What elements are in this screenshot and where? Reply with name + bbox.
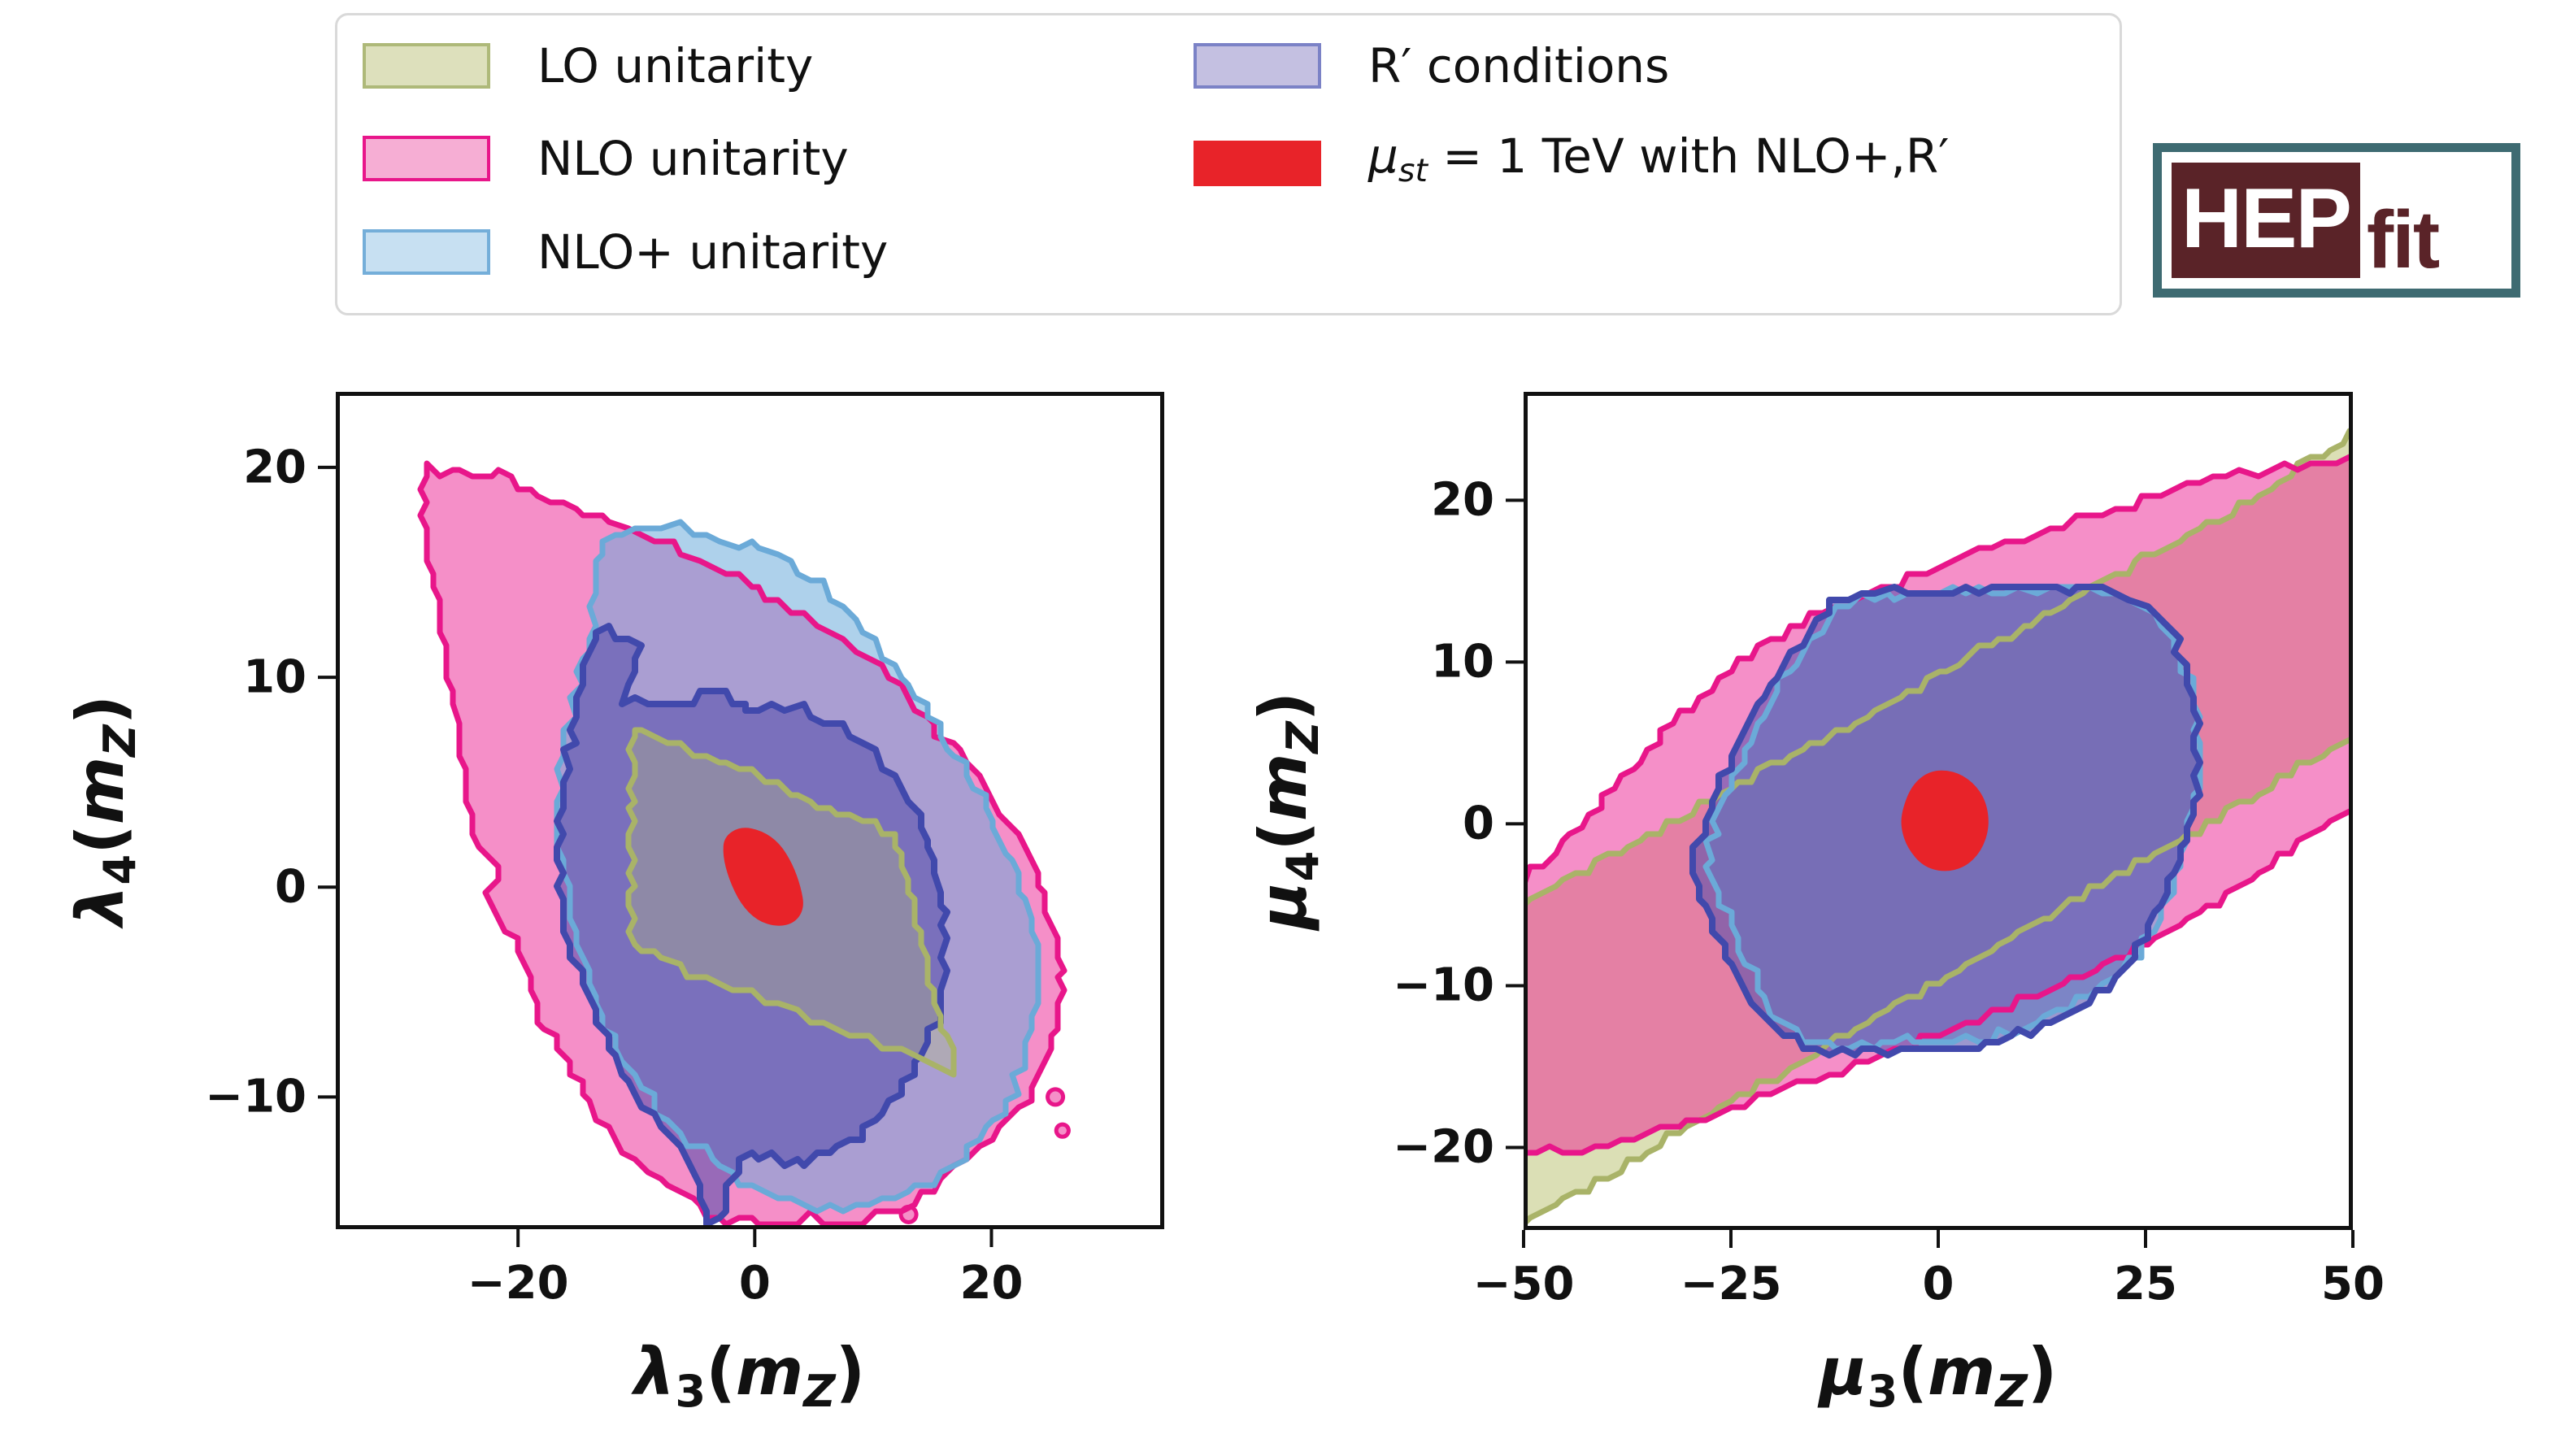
- nlo-plus-unitarity-swatch: [363, 229, 490, 275]
- math-segment: 3: [1867, 1366, 1898, 1418]
- math-segment: m: [62, 756, 138, 825]
- region-edge-lo-unitarity: [625, 727, 957, 1078]
- x-tick-label: −50: [1472, 1258, 1575, 1310]
- r-prime-conditions-swatch: [1194, 43, 1321, 89]
- hepfit-logo-hep: HEP: [2172, 163, 2360, 278]
- ylabel-lambda4: λ4(mZ): [63, 695, 146, 926]
- math-segment: μ: [1245, 881, 1321, 930]
- y-tick-label: 10: [243, 650, 307, 704]
- math-segment: = 1 TeV with NLO+,R′: [1427, 128, 1950, 184]
- math-segment: m: [735, 1333, 804, 1410]
- lo-unitarity-swatch: [363, 43, 490, 89]
- math-segment: μ: [1368, 128, 1398, 184]
- y-tick-label: 0: [1463, 797, 1494, 850]
- math-segment: (: [1898, 1333, 1928, 1410]
- mu-st-1tev-label: μst = 1 TeV with NLO+,R′: [1368, 130, 1949, 197]
- xlabel-mu3: μ3(mZ): [1820, 1334, 2058, 1417]
- region-fill-r-conditions: [557, 626, 947, 1224]
- math-segment: m: [1245, 753, 1321, 822]
- nlo-plus-unitarity-label: NLO+ unitarity: [537, 224, 889, 280]
- hepfit-logo: HEP fit: [2153, 143, 2520, 298]
- nlo-unitarity-swatch: [363, 136, 490, 181]
- math-segment: st: [1398, 152, 1428, 190]
- math-segment: Z: [1995, 1366, 2028, 1418]
- region-edge-st-1-tev-with-nlo+-r: [723, 828, 803, 926]
- region-edge-r-conditions: [1689, 584, 2203, 1058]
- y-tick-label: 10: [1431, 635, 1494, 689]
- legend-item-nlo-plus-unitarity: NLO+ unitarity: [363, 226, 888, 278]
- x-tick-label: 25: [2114, 1258, 2177, 1310]
- math-segment: ): [1245, 691, 1321, 722]
- plot-canvas-mu-plane: [1506, 392, 2354, 1248]
- plot-lambda-plane: −20 0 20 20 10 0 −10: [205, 392, 1164, 1310]
- region-edge-st-1-tev-with-nlo+-r: [1901, 770, 1989, 871]
- y-tick-label: 20: [243, 441, 307, 494]
- r-prime-conditions-label: R′ conditions: [1368, 38, 1670, 93]
- math-segment: (: [1245, 821, 1321, 851]
- math-segment: Z: [94, 724, 146, 757]
- region-edge-small-nlo-islands: [898, 1087, 1071, 1224]
- math-segment: λ: [62, 884, 138, 927]
- y-tick-label: −10: [205, 1070, 307, 1124]
- hepfit-logo-fit: fit: [2366, 194, 2440, 285]
- nlo-unitarity-label: NLO unitarity: [537, 131, 849, 186]
- region-edge-nlo-unitarity: [417, 460, 1067, 1228]
- math-segment: 3: [675, 1366, 707, 1418]
- y-tick-label: 20: [1431, 473, 1494, 527]
- legend: LO unitarity NLO unitarity NLO+ unitarit…: [335, 13, 2122, 315]
- mu-st-1tev-swatch: [1194, 141, 1321, 186]
- plot-mu-plane: −50 −25 0 25 50 20 10 0 −10 −20: [1393, 392, 2385, 1310]
- x-tick-label: 20: [959, 1257, 1024, 1310]
- math-segment: Z: [1277, 721, 1329, 754]
- lo-unitarity-label: LO unitarity: [537, 38, 814, 93]
- y-tick-label: −10: [1393, 958, 1494, 1012]
- x-tick-label: −20: [467, 1257, 569, 1310]
- math-segment: ): [835, 1333, 866, 1410]
- math-segment: (: [62, 824, 138, 854]
- region-edge-r-conditions: [554, 623, 950, 1228]
- math-segment: m: [1927, 1333, 1996, 1410]
- math-segment: ): [2027, 1333, 2058, 1410]
- legend-item-lo-unitarity: LO unitarity: [363, 40, 813, 92]
- legend-item-r-prime-conditions: R′ conditions: [1194, 40, 1669, 92]
- ylabel-mu4: μ4(mZ): [1246, 692, 1328, 930]
- plot-canvas-lambda-plane: [318, 392, 1164, 1247]
- x-tick-label: 0: [1922, 1258, 1954, 1310]
- legend-item-mu-st-1tev: μst = 1 TeV with NLO+,R′: [1194, 130, 1949, 189]
- math-segment: ): [62, 694, 138, 725]
- y-tick-label: 0: [275, 860, 307, 914]
- xlabel-lambda3: λ3(mZ): [634, 1334, 865, 1417]
- region-edge-nlo-unitarity: [1524, 452, 2353, 1156]
- region-edge-nlo+-unitarity: [554, 519, 1041, 1215]
- math-segment: λ: [633, 1333, 676, 1410]
- legend-item-nlo-unitarity: NLO unitarity: [363, 133, 849, 185]
- math-segment: μ: [1819, 1333, 1867, 1410]
- y-tick-label: −20: [1393, 1120, 1494, 1174]
- math-segment: 4: [94, 854, 146, 885]
- x-tick-label: 0: [738, 1257, 771, 1310]
- math-segment: (: [706, 1333, 736, 1410]
- math-segment: 4: [1277, 850, 1329, 882]
- math-segment: Z: [803, 1366, 836, 1418]
- x-tick-label: −25: [1680, 1258, 1782, 1310]
- x-tick-label: 50: [2321, 1258, 2385, 1310]
